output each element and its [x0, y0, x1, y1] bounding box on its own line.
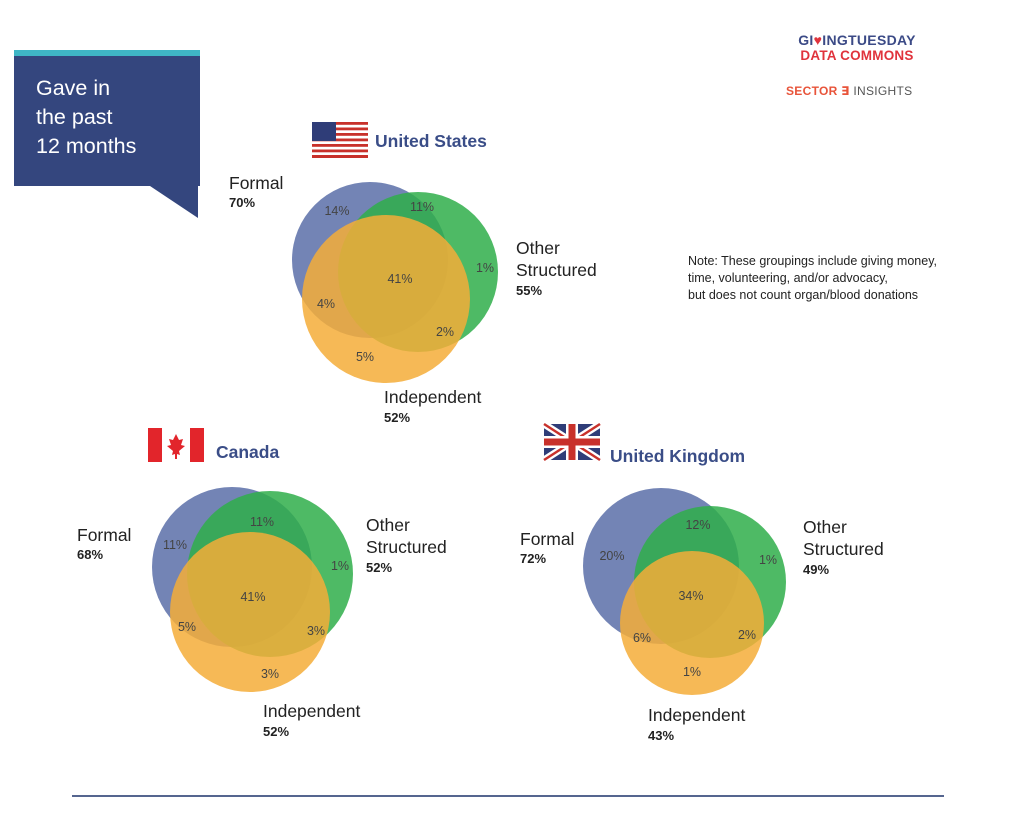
label-independent-uk: Independent [648, 705, 745, 725]
label-other-us-2: Structured [516, 260, 597, 280]
canada-flag [148, 428, 204, 462]
value-independent-canada: 52% [263, 724, 289, 739]
value-formal-canada: 68% [77, 547, 103, 562]
region-other-only-us: 1% [476, 261, 494, 275]
region-formal-independent-us: 4% [317, 297, 335, 311]
venn-canada: 11% 11% 1% 41% 5% 3% 3% [152, 487, 353, 692]
title-line-3: 12 months [36, 134, 137, 158]
region-other-only-uk: 1% [759, 553, 777, 567]
note-line-2: time, volunteering, and/or advocacy, [688, 271, 888, 285]
venn-uk: 20% 12% 1% 34% 6% 2% 1% [583, 488, 786, 695]
value-other-us: 55% [516, 283, 542, 298]
label-formal-canada: Formal [77, 525, 131, 545]
region-all-canada: 41% [240, 590, 265, 604]
country-name-us: United States [375, 131, 487, 151]
note-text: Note: These groupings include giving mon… [688, 253, 988, 304]
callout-tail [150, 186, 198, 218]
value-other-uk: 49% [803, 562, 829, 577]
label-other-us-1: Other [516, 238, 560, 258]
region-formal-only-canada: 11% [163, 538, 187, 552]
country-name-canada: Canada [216, 442, 279, 462]
region-formal-independent-canada: 5% [178, 620, 196, 634]
label-formal-uk: Formal [520, 529, 574, 549]
label-independent-canada: Independent [263, 701, 360, 721]
label-formal-us: Formal [229, 173, 283, 193]
region-formal-other-uk: 12% [685, 518, 710, 532]
region-all-uk: 34% [678, 589, 703, 603]
region-formal-only-us: 14% [324, 204, 349, 218]
region-formal-independent-uk: 6% [633, 631, 651, 645]
region-formal-other-canada: 11% [250, 515, 274, 529]
uk-flag [542, 421, 602, 463]
region-other-independent-canada: 3% [307, 624, 325, 638]
label-independent-us: Independent [384, 387, 481, 407]
us-flag [312, 122, 368, 158]
venn-us: 14% 11% 1% 41% 4% 2% 5% [292, 182, 498, 383]
set-independent-us [302, 215, 470, 383]
set-independent-uk [620, 551, 764, 695]
region-formal-only-uk: 20% [599, 549, 624, 563]
sector3-logo: SECTOR ∃ INSIGHTS [786, 84, 913, 98]
set-independent-canada [170, 532, 330, 692]
heart-icon: ♥ [813, 32, 823, 48]
value-independent-us: 52% [384, 410, 410, 425]
label-other-canada-2: Structured [366, 537, 447, 557]
region-other-only-canada: 1% [331, 559, 349, 573]
region-independent-only-uk: 1% [683, 665, 701, 679]
title-line-1: Gave in [36, 76, 111, 100]
region-formal-other-us: 11% [410, 200, 434, 214]
bottom-divider [72, 795, 944, 797]
region-other-independent-us: 2% [436, 325, 454, 339]
value-independent-uk: 43% [648, 728, 674, 743]
label-other-uk-2: Structured [803, 539, 884, 559]
region-other-independent-uk: 2% [738, 628, 756, 642]
region-independent-only-canada: 3% [261, 667, 279, 681]
title-callout: Gave in the past 12 months [14, 50, 200, 186]
givingtuesday-logo: GI♥INGTUESDAY DATA COMMONS [798, 32, 916, 64]
title-line-2: the past [36, 105, 113, 129]
note-line-1: Note: These groupings include giving mon… [688, 254, 937, 268]
country-name-uk: United Kingdom [610, 446, 745, 466]
value-other-canada: 52% [366, 560, 392, 575]
region-all-us: 41% [387, 272, 412, 286]
note-line-3: but does not count organ/blood donations [688, 288, 919, 302]
value-formal-uk: 72% [520, 551, 546, 566]
region-independent-only-us: 5% [356, 350, 374, 364]
value-formal-us: 70% [229, 195, 255, 210]
label-other-canada-1: Other [366, 515, 410, 535]
label-other-uk-1: Other [803, 517, 847, 537]
